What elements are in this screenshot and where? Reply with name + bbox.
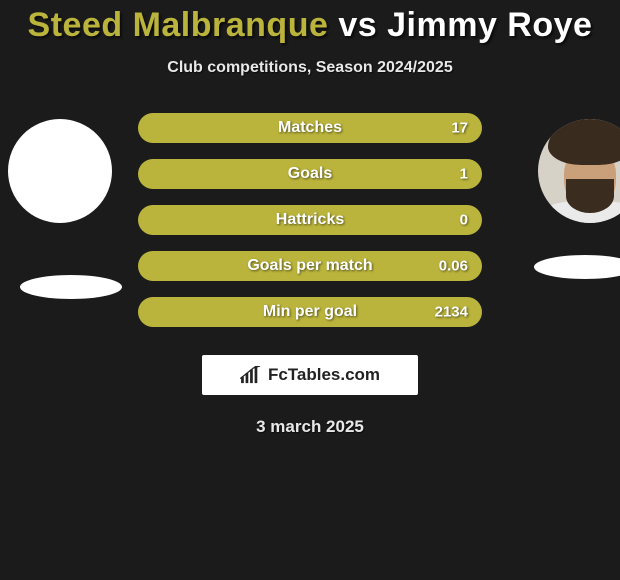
- brand-text: FcTables.com: [268, 365, 380, 385]
- comparison-title: Steed Malbranque vs Jimmy Roye: [0, 0, 620, 45]
- stat-label: Hattricks: [276, 211, 344, 229]
- stat-value: 1: [460, 166, 468, 183]
- date-text: 3 march 2025: [0, 417, 620, 437]
- player1-avatar: [8, 119, 112, 223]
- stat-label: Goals per match: [247, 257, 372, 275]
- stat-value: 2134: [435, 304, 468, 321]
- stat-bar: Min per goal 2134: [138, 297, 482, 327]
- avatar-face-graphic: [538, 119, 620, 223]
- stat-bar: Goals per match 0.06: [138, 251, 482, 281]
- stat-label: Matches: [278, 119, 342, 137]
- player2-avatar: [538, 119, 620, 223]
- stat-bar: Hattricks 0: [138, 205, 482, 235]
- player2-shadow: [534, 255, 620, 279]
- stat-label: Min per goal: [263, 303, 357, 321]
- stat-value: 0: [460, 212, 468, 229]
- stat-bar: Goals 1: [138, 159, 482, 189]
- stat-value: 0.06: [439, 258, 468, 275]
- stat-bars: Matches 17 Goals 1 Hattricks 0 Goals per…: [138, 113, 482, 343]
- subtitle: Club competitions, Season 2024/2025: [0, 59, 620, 77]
- brand-badge: FcTables.com: [202, 355, 418, 395]
- vs-text: vs: [338, 6, 377, 44]
- bar-chart-icon: [240, 366, 262, 384]
- comparison-arena: Matches 17 Goals 1 Hattricks 0 Goals per…: [0, 107, 620, 337]
- player1-name: Steed Malbranque: [28, 6, 329, 44]
- stat-bar: Matches 17: [138, 113, 482, 143]
- stat-value: 17: [451, 120, 468, 137]
- stat-label: Goals: [288, 165, 332, 183]
- player2-name: Jimmy Roye: [387, 6, 592, 44]
- player1-shadow: [20, 275, 122, 299]
